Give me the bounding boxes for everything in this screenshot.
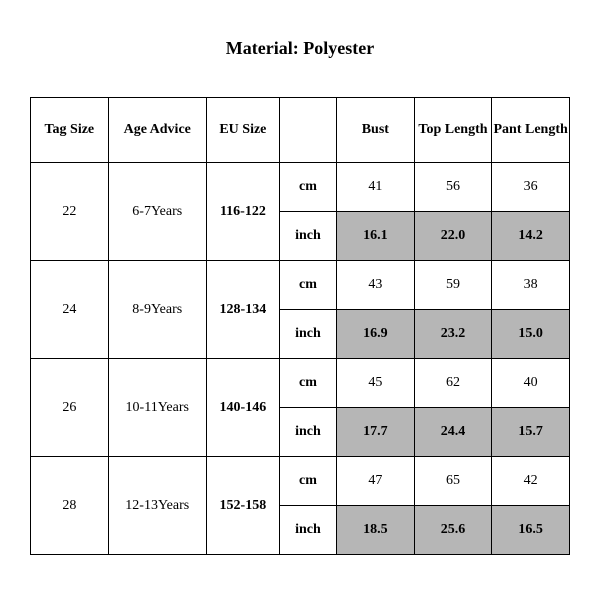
cell-top-inch: 22.0: [414, 212, 492, 261]
cell-tag-size: 26: [31, 359, 109, 457]
cell-top-inch: 24.4: [414, 408, 492, 457]
cell-top-cm: 56: [414, 163, 492, 212]
cell-top-inch: 23.2: [414, 310, 492, 359]
col-age-advice: Age Advice: [108, 98, 206, 163]
col-top-length: Top Length: [414, 98, 492, 163]
cell-top-cm: 59: [414, 261, 492, 310]
table-header-row: Tag Size Age Advice EU Size Bust Top Len…: [31, 98, 570, 163]
cell-age-advice: 12-13Years: [108, 457, 206, 555]
cell-top-inch: 25.6: [414, 506, 492, 555]
col-eu-size: EU Size: [206, 98, 279, 163]
cell-pant-inch: 14.2: [492, 212, 570, 261]
cell-eu-size: 116-122: [206, 163, 279, 261]
cell-eu-size: 152-158: [206, 457, 279, 555]
page-title: Material: Polyester: [30, 38, 570, 59]
cell-pant-cm: 36: [492, 163, 570, 212]
col-pant-length: Pant Length: [492, 98, 570, 163]
cell-pant-cm: 38: [492, 261, 570, 310]
cell-unit-inch: inch: [279, 506, 336, 555]
cell-age-advice: 8-9Years: [108, 261, 206, 359]
col-unit: [279, 98, 336, 163]
size-table: Tag Size Age Advice EU Size Bust Top Len…: [30, 97, 570, 555]
cell-eu-size: 128-134: [206, 261, 279, 359]
cell-pant-inch: 15.0: [492, 310, 570, 359]
cell-age-advice: 10-11Years: [108, 359, 206, 457]
table-row: 2610-11Years140-146cm456240: [31, 359, 570, 408]
cell-bust-inch: 18.5: [337, 506, 415, 555]
cell-unit-cm: cm: [279, 261, 336, 310]
cell-unit-cm: cm: [279, 163, 336, 212]
cell-unit-inch: inch: [279, 212, 336, 261]
cell-bust-cm: 45: [337, 359, 415, 408]
cell-pant-inch: 15.7: [492, 408, 570, 457]
cell-bust-cm: 47: [337, 457, 415, 506]
cell-bust-inch: 17.7: [337, 408, 415, 457]
cell-tag-size: 24: [31, 261, 109, 359]
col-bust: Bust: [337, 98, 415, 163]
cell-tag-size: 22: [31, 163, 109, 261]
cell-eu-size: 140-146: [206, 359, 279, 457]
cell-unit-inch: inch: [279, 408, 336, 457]
table-row: 248-9Years128-134cm435938: [31, 261, 570, 310]
table-row: 2812-13Years152-158cm476542: [31, 457, 570, 506]
cell-pant-inch: 16.5: [492, 506, 570, 555]
cell-unit-inch: inch: [279, 310, 336, 359]
cell-top-cm: 65: [414, 457, 492, 506]
cell-unit-cm: cm: [279, 457, 336, 506]
table-row: 226-7Years116-122cm415636: [31, 163, 570, 212]
cell-bust-inch: 16.9: [337, 310, 415, 359]
cell-pant-cm: 40: [492, 359, 570, 408]
cell-bust-cm: 41: [337, 163, 415, 212]
cell-bust-cm: 43: [337, 261, 415, 310]
cell-tag-size: 28: [31, 457, 109, 555]
cell-top-cm: 62: [414, 359, 492, 408]
col-tag-size: Tag Size: [31, 98, 109, 163]
cell-bust-inch: 16.1: [337, 212, 415, 261]
cell-unit-cm: cm: [279, 359, 336, 408]
cell-pant-cm: 42: [492, 457, 570, 506]
cell-age-advice: 6-7Years: [108, 163, 206, 261]
